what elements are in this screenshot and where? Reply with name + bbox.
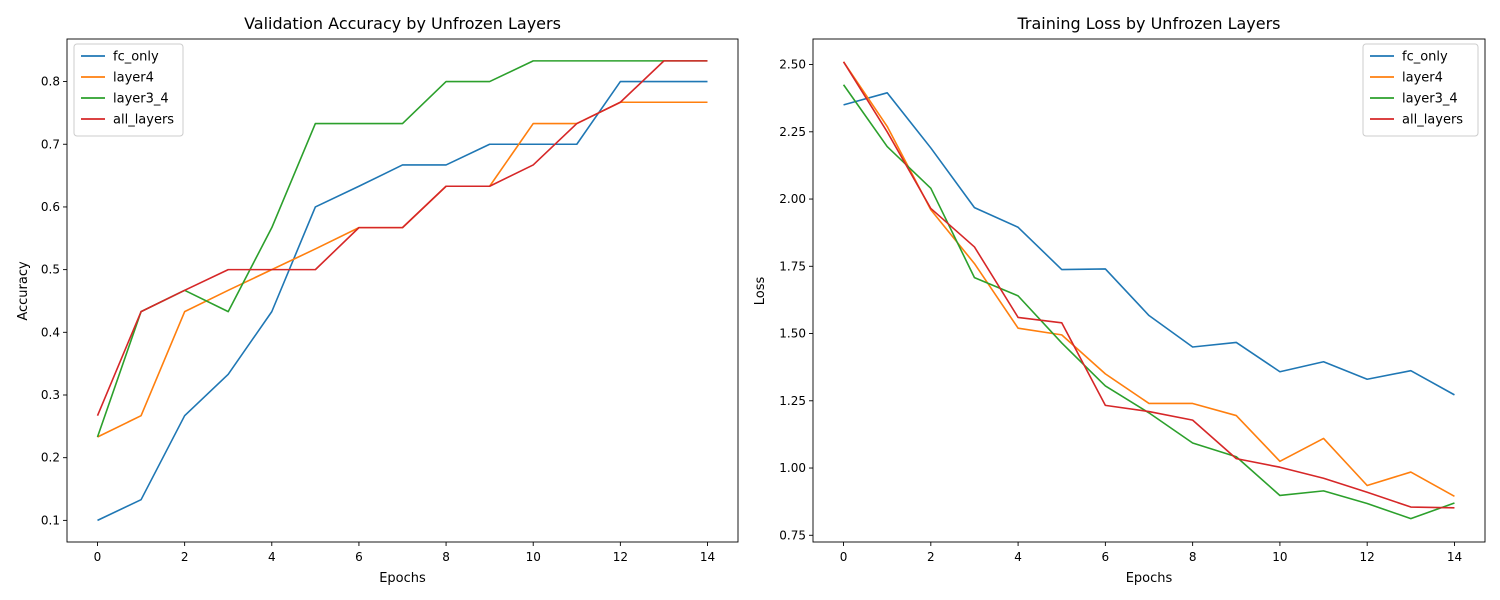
loss-legend-label-fc-only: fc_only: [1402, 50, 1448, 65]
accuracy-series-fc-only: [97, 80, 708, 522]
loss-xtick-label: 6: [1102, 550, 1110, 564]
accuracy-series-layer3-4: [96, 60, 708, 438]
loss-legend-label-layer3-4: layer3_4: [1402, 92, 1458, 107]
accuracy-chart-ylabel: Accuracy: [16, 261, 31, 321]
loss-ytick-label: 1.50: [779, 327, 806, 341]
accuracy-xtick-label: 14: [700, 550, 715, 564]
accuracy-ytick-label: 0.3: [41, 388, 60, 402]
loss-xtick-label: 12: [1360, 550, 1375, 564]
accuracy-xtick-label: 6: [355, 550, 363, 564]
accuracy-legend-label-all-layers: all_layers: [113, 113, 174, 128]
accuracy-ytick-label: 0.8: [41, 75, 60, 89]
loss-legend-box: [1362, 43, 1479, 137]
loss-series-layer3-4: [842, 84, 1455, 520]
accuracy-legend-label-layer4: layer4: [113, 71, 154, 86]
accuracy-ytick-label: 0.5: [41, 263, 60, 277]
loss-legend-label-all-layers: all_layers: [1402, 113, 1463, 128]
loss-chart-xlabel: Epochs: [1126, 571, 1173, 586]
loss-legend-label-layer4: layer4: [1402, 71, 1443, 86]
loss-xtick-label: 8: [1189, 550, 1197, 564]
loss-xtick-label: 0: [840, 550, 848, 564]
accuracy-ytick-label: 0.2: [41, 451, 60, 465]
accuracy-ytick-label: 0.6: [41, 200, 60, 214]
loss-ytick-label: 2.50: [779, 58, 806, 72]
accuracy-xtick-label: 4: [268, 550, 276, 564]
accuracy-chart-xlabel: Epochs: [379, 571, 426, 586]
accuracy-xtick-label: 8: [442, 550, 450, 564]
accuracy-xtick-label: 12: [613, 550, 628, 564]
accuracy-legend: fc_only layer4 layer3_4 all_layers: [73, 43, 184, 137]
loss-series-layer4: [842, 61, 1455, 497]
loss-plot-frame: [812, 38, 1486, 543]
loss-xtick-label: 4: [1014, 550, 1022, 564]
accuracy-xtick-label: 2: [181, 550, 189, 564]
loss-ytick-label: 2.00: [779, 192, 806, 206]
accuracy-ytick-label: 0.4: [41, 325, 60, 339]
loss-series-fc-only: [843, 92, 1455, 396]
loss-xtick-label: 10: [1272, 550, 1287, 564]
loss-chart-title: Training Loss by Unfrozen Layers: [1016, 14, 1280, 33]
loss-ytick-label: 1.25: [779, 394, 806, 408]
loss-chart: Training Loss by Unfrozen Layers Loss Ep…: [753, 14, 1486, 586]
accuracy-ytick-label: 0.7: [41, 137, 60, 151]
accuracy-plot-frame: [66, 38, 739, 543]
accuracy-ytick-label: 0.1: [41, 513, 60, 527]
loss-ytick-label: 1.00: [779, 461, 806, 475]
accuracy-xtick-label: 10: [526, 550, 541, 564]
accuracy-legend-label-layer3-4: layer3_4: [113, 92, 169, 107]
loss-xtick-label: 14: [1447, 550, 1462, 564]
accuracy-chart-title: Validation Accuracy by Unfrozen Layers: [244, 14, 561, 33]
accuracy-xtick-label: 0: [94, 550, 102, 564]
loss-chart-ylabel: Loss: [753, 277, 768, 306]
loss-ytick-label: 1.75: [779, 259, 806, 273]
accuracy-legend-label-fc-only: fc_only: [113, 50, 159, 65]
loss-ytick-label: 2.25: [779, 125, 806, 139]
accuracy-chart: Validation Accuracy by Unfrozen Layers A…: [16, 14, 739, 586]
accuracy-legend-box: [73, 43, 184, 137]
accuracy-series-all-layers: [96, 60, 708, 416]
loss-ytick-label: 0.75: [779, 528, 806, 542]
loss-xtick-label: 2: [927, 550, 935, 564]
loss-legend: fc_only layer4 layer3_4 all_layers: [1362, 43, 1479, 137]
loss-series-all-layers: [842, 61, 1455, 509]
